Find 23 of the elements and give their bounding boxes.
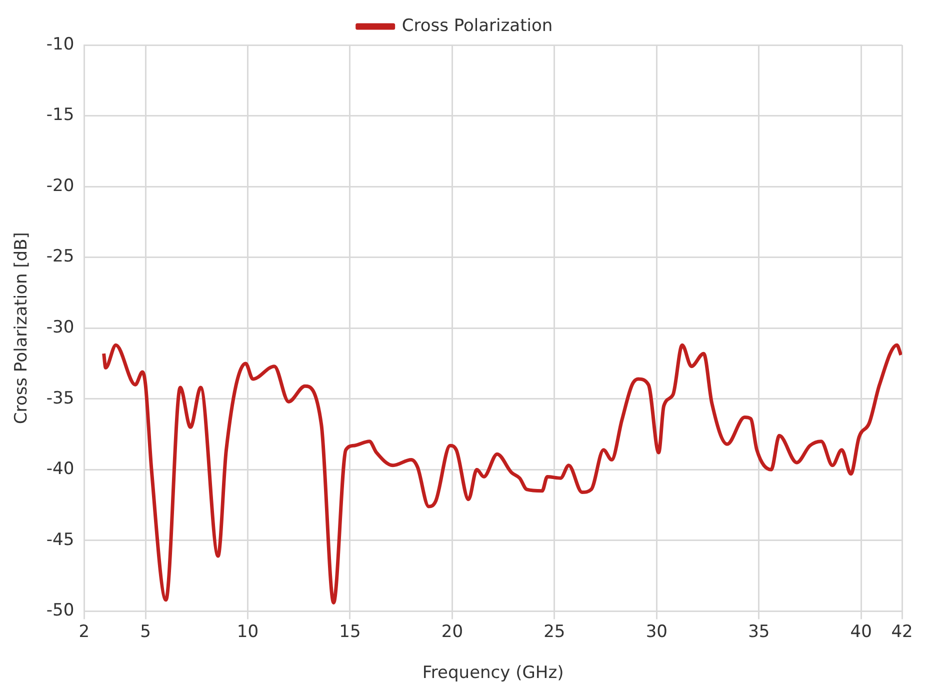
y-axis-title: Cross Polarization [dB] bbox=[12, 232, 32, 424]
y-tick-label: -25 bbox=[46, 246, 74, 267]
x-tick-label: 10 bbox=[236, 622, 259, 642]
line-series bbox=[102, 343, 902, 604]
x-tick-label: 35 bbox=[748, 622, 770, 642]
x-tick-label: 42 bbox=[891, 622, 913, 642]
x-axis-title: Frequency (GHz) bbox=[422, 663, 564, 684]
y-tick-label: -35 bbox=[46, 388, 74, 408]
x-tick-label: 15 bbox=[339, 622, 361, 642]
x-tick-label: 30 bbox=[646, 622, 668, 642]
y-tick-label: -20 bbox=[46, 176, 74, 196]
y-tick-label: -30 bbox=[46, 318, 74, 338]
x-tick-label: 25 bbox=[544, 622, 566, 642]
y-tick-label: -15 bbox=[46, 105, 74, 126]
y-tick-label: -10 bbox=[46, 34, 74, 54]
x-tick-label: 2 bbox=[78, 622, 90, 642]
y-tick-label: -50 bbox=[46, 600, 74, 621]
x-tick-label: 20 bbox=[441, 622, 464, 642]
y-tick-label: -40 bbox=[46, 459, 74, 480]
legend-label: Cross Polarization bbox=[402, 16, 553, 36]
y-tick-label: -45 bbox=[46, 530, 74, 550]
x-tick-label: 5 bbox=[140, 622, 151, 642]
x-tick-label: 40 bbox=[850, 622, 872, 642]
